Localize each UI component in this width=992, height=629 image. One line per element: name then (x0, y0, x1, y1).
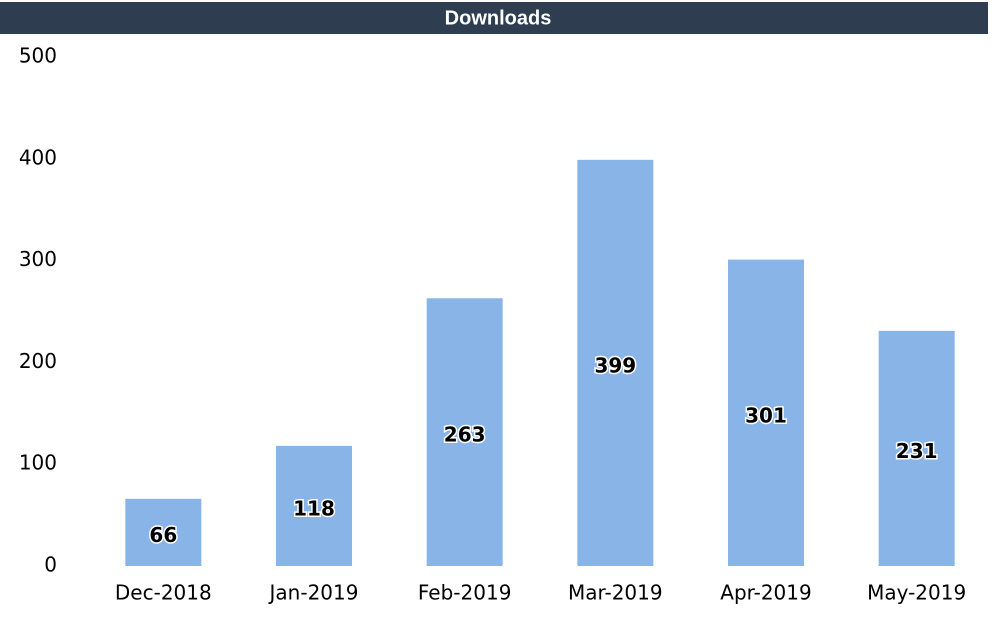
title-bar (0, 2, 988, 34)
y-tick-label: 100 (19, 451, 57, 475)
y-tick-label: 200 (19, 349, 57, 373)
value-label: 231 (896, 439, 938, 463)
value-label: 399 (594, 353, 636, 377)
bar (125, 498, 202, 566)
x-tick-label: Feb-2019 (418, 581, 512, 605)
x-tick-label: Apr-2019 (720, 581, 811, 605)
y-tick-label: 500 (19, 44, 57, 68)
value-label: 301 (745, 403, 787, 427)
bar (728, 259, 804, 566)
value-label: 66 (149, 523, 177, 547)
y-tick-label: 0 (44, 553, 57, 577)
x-tick-label: Dec-2018 (115, 581, 212, 605)
value-label: 263 (444, 423, 486, 447)
x-tick-label: Jan-2019 (268, 581, 359, 605)
x-tick-label: May-2019 (867, 581, 966, 605)
bar (577, 159, 654, 566)
bar (276, 445, 352, 566)
y-tick-label: 400 (19, 145, 57, 169)
x-tick-label: Mar-2019 (568, 581, 663, 605)
bar (878, 330, 955, 566)
chart-title: Downloads (445, 7, 552, 29)
bar (426, 298, 503, 566)
y-tick-label: 300 (19, 247, 57, 271)
value-label: 118 (293, 496, 335, 520)
